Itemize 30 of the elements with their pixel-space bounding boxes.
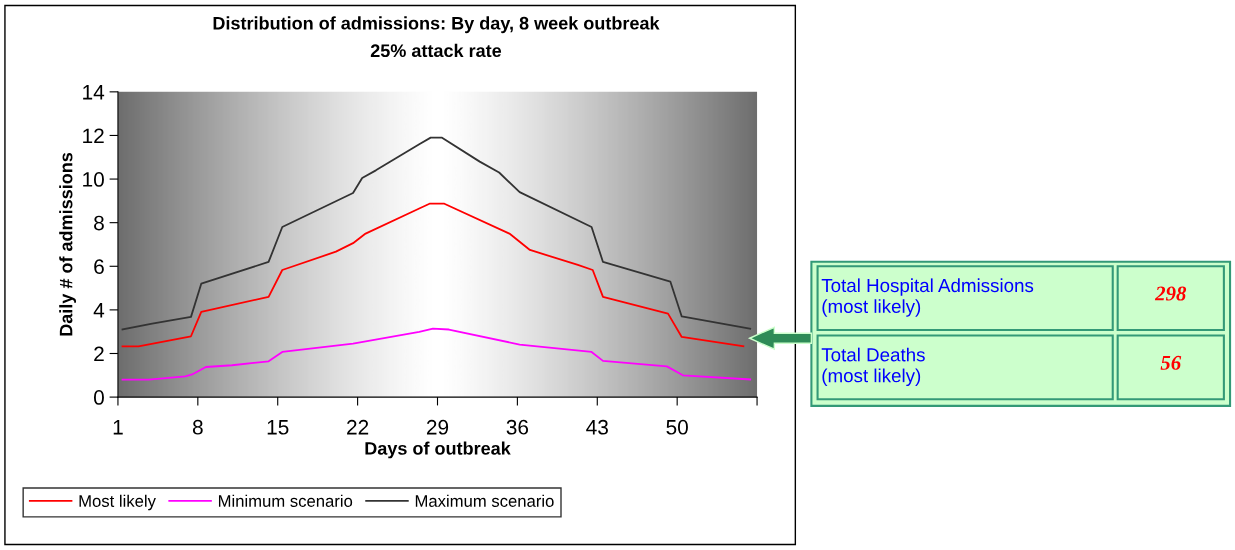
chart-title: Distribution of admissions: By day, 8 week outbreak (213, 16, 660, 34)
x-tick-label: 50 (666, 419, 688, 435)
line-series (121, 202, 745, 348)
text: Total Hospital Admissions (most likely) (821, 278, 1034, 317)
legend-label: Most likely (79, 494, 156, 511)
x-tick-label: 1 (113, 420, 123, 435)
y-tick-label: 8 (94, 215, 104, 231)
x-axis-title: Days of outbreak (365, 441, 511, 459)
y-tick-label: 10 (83, 172, 104, 187)
text: Total Deaths (most likely) (821, 347, 925, 387)
text: 298 (1154, 286, 1187, 301)
x-tick-label: 43 (586, 419, 608, 435)
x-tick-label: 8 (192, 419, 203, 435)
y-axis-title: Daily # of admissions (59, 152, 77, 336)
y-tick-label: 14 (83, 85, 105, 100)
legend-label: Minimum scenario (218, 494, 353, 507)
x-tick-label: 22 (347, 419, 369, 435)
x-tick-label: 29 (426, 419, 449, 435)
chart-subtitle: 25% attack rate (370, 43, 502, 58)
y-tick-label: 4 (93, 303, 105, 318)
y-tick-label: 2 (94, 346, 104, 362)
y-tick-label: 6 (94, 259, 104, 275)
x-tick-label: 15 (267, 420, 289, 435)
y-tick-label: 12 (83, 128, 104, 144)
text: 56 (1160, 355, 1182, 370)
legend-label: Maximum scenario (415, 494, 554, 507)
x-tick-label: 36 (506, 419, 529, 435)
y-tick-label: 0 (93, 390, 104, 405)
line-series (121, 136, 752, 331)
line-series (121, 327, 752, 381)
